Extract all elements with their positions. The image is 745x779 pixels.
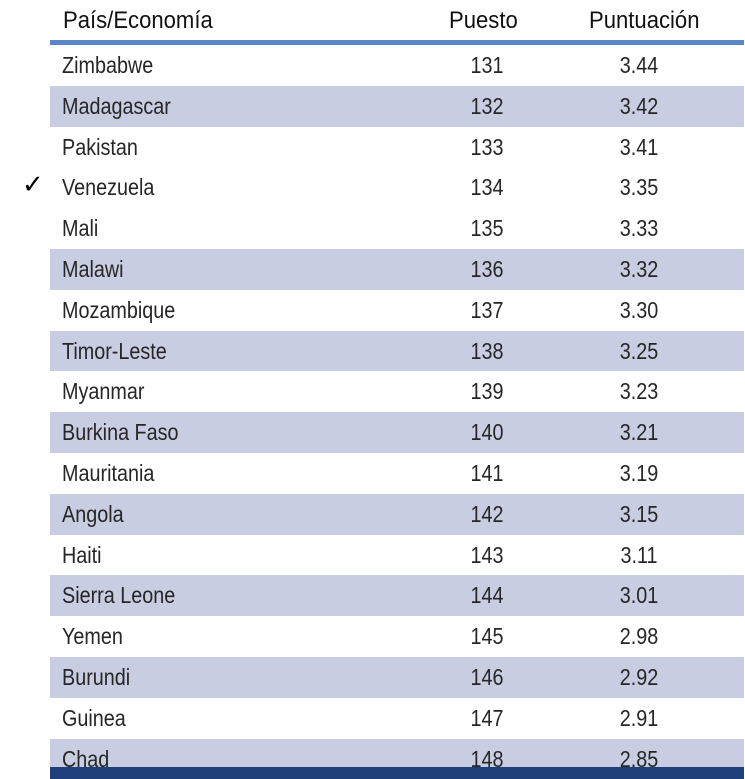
score-cell: 3.01 <box>619 582 659 609</box>
country-cell: Haiti <box>62 541 102 568</box>
rank-cell: 138 <box>470 337 504 364</box>
table-row: Venezuela 134 3.35 <box>50 167 744 208</box>
score-cell: 3.35 <box>619 174 659 201</box>
rank-cell: 142 <box>470 500 504 527</box>
country-cell: Burundi <box>62 663 131 690</box>
table-row: Mozambique 137 3.30 <box>50 290 744 331</box>
score-cell: 3.41 <box>619 133 659 160</box>
header-score: Puntuación <box>589 7 700 34</box>
country-cell: Guinea <box>62 704 126 731</box>
score-cell: 3.32 <box>619 255 659 282</box>
rank-cell: 136 <box>470 255 504 282</box>
score-cell: 3.44 <box>619 52 659 78</box>
score-cell: 3.15 <box>619 500 659 527</box>
table-row: Mauritania 141 3.19 <box>50 453 744 494</box>
score-cell: 2.98 <box>619 623 659 650</box>
country-cell: Myanmar <box>62 378 145 405</box>
country-cell: Mozambique <box>62 296 176 323</box>
country-cell: Venezuela <box>62 174 155 201</box>
header-country: País/Economía <box>63 7 213 34</box>
table-row: Malawi 136 3.32 <box>50 248 744 290</box>
rank-cell: 145 <box>470 623 504 650</box>
header-rank: Puesto <box>449 7 518 34</box>
score-cell: 3.25 <box>619 337 659 364</box>
table-row: Myanmar 139 3.23 <box>50 371 744 412</box>
rank-cell: 132 <box>470 92 504 119</box>
country-cell: Timor-Leste <box>62 337 167 364</box>
table-row: Angola 142 3.15 <box>50 493 744 535</box>
table-row: Madagascar 132 3.42 <box>50 85 744 127</box>
score-cell: 3.21 <box>619 419 659 446</box>
country-cell: Mali <box>62 215 99 242</box>
country-cell: Sierra Leone <box>62 582 176 609</box>
table-row: Haiti 143 3.11 <box>50 535 744 576</box>
rank-cell: 140 <box>470 419 504 446</box>
rank-cell: 133 <box>470 133 504 160</box>
score-cell: 3.23 <box>619 378 659 405</box>
score-cell: 3.33 <box>619 215 659 242</box>
header-rule <box>50 40 744 45</box>
country-cell: Madagascar <box>62 92 171 119</box>
score-cell: 2.91 <box>619 704 659 731</box>
rank-cell: 141 <box>470 459 504 486</box>
rank-cell: 147 <box>470 704 504 731</box>
rank-cell: 134 <box>470 174 504 201</box>
table-row: Pakistan 133 3.41 <box>50 127 744 168</box>
table-row: Yemen 145 2.98 <box>50 616 744 657</box>
table-row: Guinea 147 2.91 <box>50 698 744 739</box>
country-cell: Mauritania <box>62 459 155 486</box>
rank-cell: 139 <box>470 378 504 405</box>
score-cell: 3.42 <box>619 92 659 119</box>
rank-cell: 146 <box>470 663 504 690</box>
rank-cell: 135 <box>470 215 504 242</box>
country-cell: Yemen <box>62 623 123 650</box>
rank-cell: 144 <box>470 582 504 609</box>
table-row: Sierra Leone 144 3.01 <box>50 575 744 617</box>
table-row: Mali 135 3.33 <box>50 208 744 249</box>
country-cell: Burkina Faso <box>62 419 179 446</box>
checkmark-icon: ✓ <box>22 170 44 200</box>
rank-cell: 131 <box>470 52 504 78</box>
country-cell: Malawi <box>62 255 124 282</box>
table-row: Burundi 146 2.92 <box>50 656 744 698</box>
score-cell: 3.30 <box>619 296 659 323</box>
table-body: Zimbabwe 131 3.44 Madagascar 132 3.42 Pakistan… <box>50 45 744 779</box>
table-header: País/Economía Puesto Puntuación <box>0 0 745 40</box>
score-cell: 3.19 <box>619 459 659 486</box>
score-cell: 2.92 <box>619 663 659 690</box>
rank-cell: 137 <box>470 296 504 323</box>
country-cell: Zimbabwe <box>62 52 154 78</box>
table-row: Timor-Leste 138 3.25 <box>50 330 744 372</box>
table-row: Burkina Faso 140 3.21 <box>50 412 744 453</box>
table-bottom-rule <box>50 767 744 779</box>
table-row: Zimbabwe 131 3.44 <box>50 45 744 86</box>
score-cell: 3.11 <box>620 541 658 568</box>
country-cell: Pakistan <box>62 133 138 160</box>
rank-cell: 143 <box>470 541 504 568</box>
country-cell: Angola <box>62 500 124 527</box>
